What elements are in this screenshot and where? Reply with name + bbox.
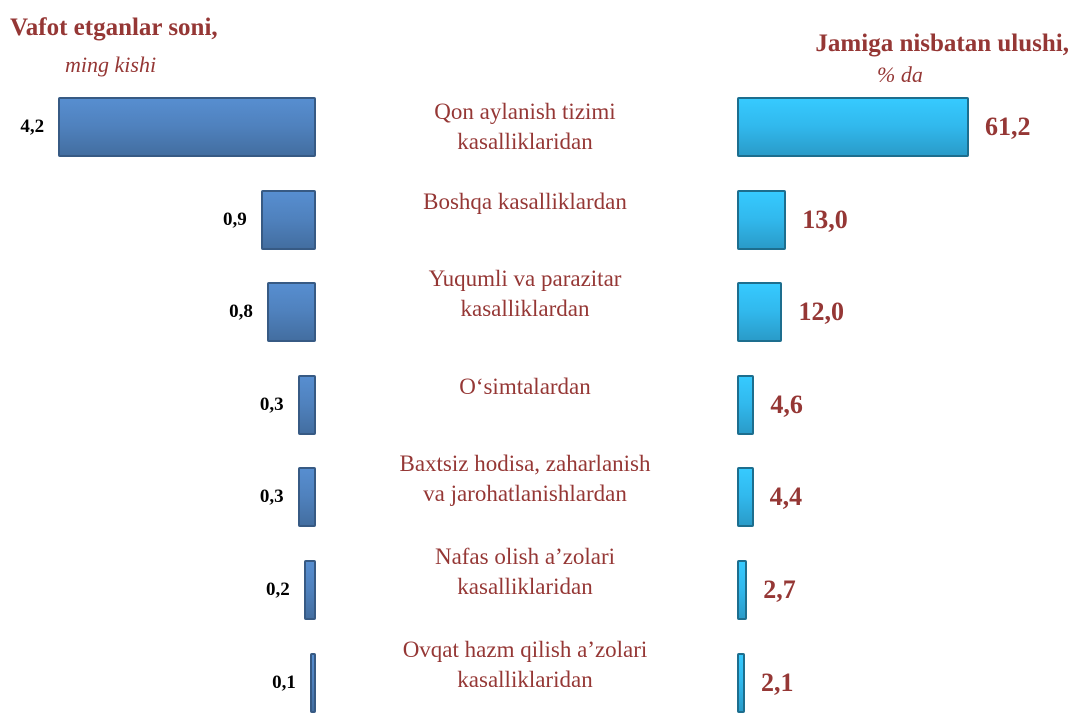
value-label: 0,2 xyxy=(265,579,290,600)
category-label: Baxtsiz hodisa, zaharlanish va jarohatla… xyxy=(399,451,651,507)
bar xyxy=(266,282,316,343)
left-unit: ming kishi xyxy=(65,52,157,77)
category-label: Yuqumli va parazitar kasalliklardan xyxy=(428,266,622,322)
right-title: Jamiga nisbatan ulushi, xyxy=(815,30,1069,57)
category-label: Boshqa kasalliklardan xyxy=(423,188,627,214)
bar xyxy=(737,189,787,250)
bar xyxy=(737,97,969,157)
value-label: 2,7 xyxy=(763,575,796,604)
bar xyxy=(303,560,316,620)
left-title: Vafot etganlar soni, xyxy=(10,14,218,41)
bar xyxy=(737,282,783,343)
value-label: 0,1 xyxy=(272,671,296,693)
bar xyxy=(737,374,755,435)
bar xyxy=(737,560,748,620)
value-label: 0,8 xyxy=(229,301,253,323)
value-label: 4,4 xyxy=(769,482,803,512)
value-label: 2,1 xyxy=(760,667,794,697)
value-label: 4,6 xyxy=(770,389,803,419)
value-label: 0,3 xyxy=(259,486,284,508)
value-label: 13,0 xyxy=(802,204,848,234)
bar xyxy=(737,652,745,713)
right-unit: % da xyxy=(877,62,923,87)
bar xyxy=(309,652,316,713)
bar xyxy=(297,467,316,528)
value-label: 61,2 xyxy=(984,112,1031,141)
bar xyxy=(737,467,754,528)
value-label: 12,0 xyxy=(798,297,844,327)
bar xyxy=(297,374,316,435)
bar xyxy=(58,97,316,157)
value-label: 4,2 xyxy=(20,116,45,137)
value-label: 0,9 xyxy=(222,208,247,230)
bar xyxy=(260,189,316,250)
category-label: Ovqat hazm qilish a’zolari kasalliklarid… xyxy=(402,636,648,692)
value-label: 0,3 xyxy=(259,393,284,415)
category-label: Qon aylanish tizimi kasalliklaridan xyxy=(434,99,616,154)
category-label: Nafas olish a’zolari kasalliklaridan xyxy=(434,544,616,599)
category-label: O‘simtalardan xyxy=(459,373,591,399)
